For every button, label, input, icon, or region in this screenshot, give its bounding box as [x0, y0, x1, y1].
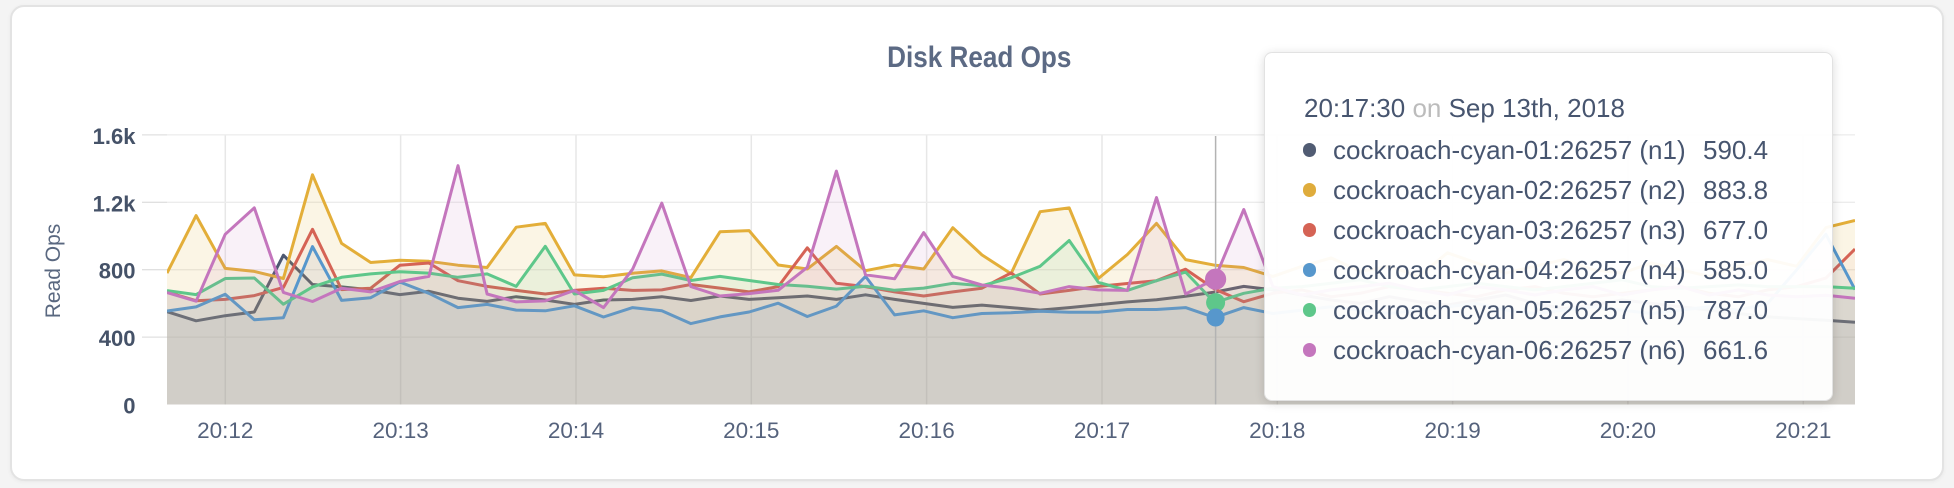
svg-text:1.6k: 1.6k [93, 124, 137, 149]
svg-text:20:21: 20:21 [1775, 418, 1831, 443]
svg-text:20:15: 20:15 [723, 418, 779, 443]
svg-text:20:12: 20:12 [197, 418, 253, 443]
svg-text:20:14: 20:14 [548, 418, 604, 443]
svg-text:20:18: 20:18 [1249, 418, 1305, 443]
svg-text:0: 0 [123, 394, 135, 419]
svg-text:20:19: 20:19 [1424, 418, 1480, 443]
svg-text:800: 800 [99, 259, 136, 284]
svg-text:20:16: 20:16 [898, 418, 954, 443]
svg-text:20:20: 20:20 [1600, 418, 1656, 443]
svg-text:Read Ops: Read Ops [42, 224, 65, 319]
svg-text:1.2k: 1.2k [93, 191, 137, 216]
svg-text:20:13: 20:13 [372, 418, 428, 443]
svg-text:400: 400 [99, 326, 136, 351]
svg-text:20:17: 20:17 [1074, 418, 1130, 443]
